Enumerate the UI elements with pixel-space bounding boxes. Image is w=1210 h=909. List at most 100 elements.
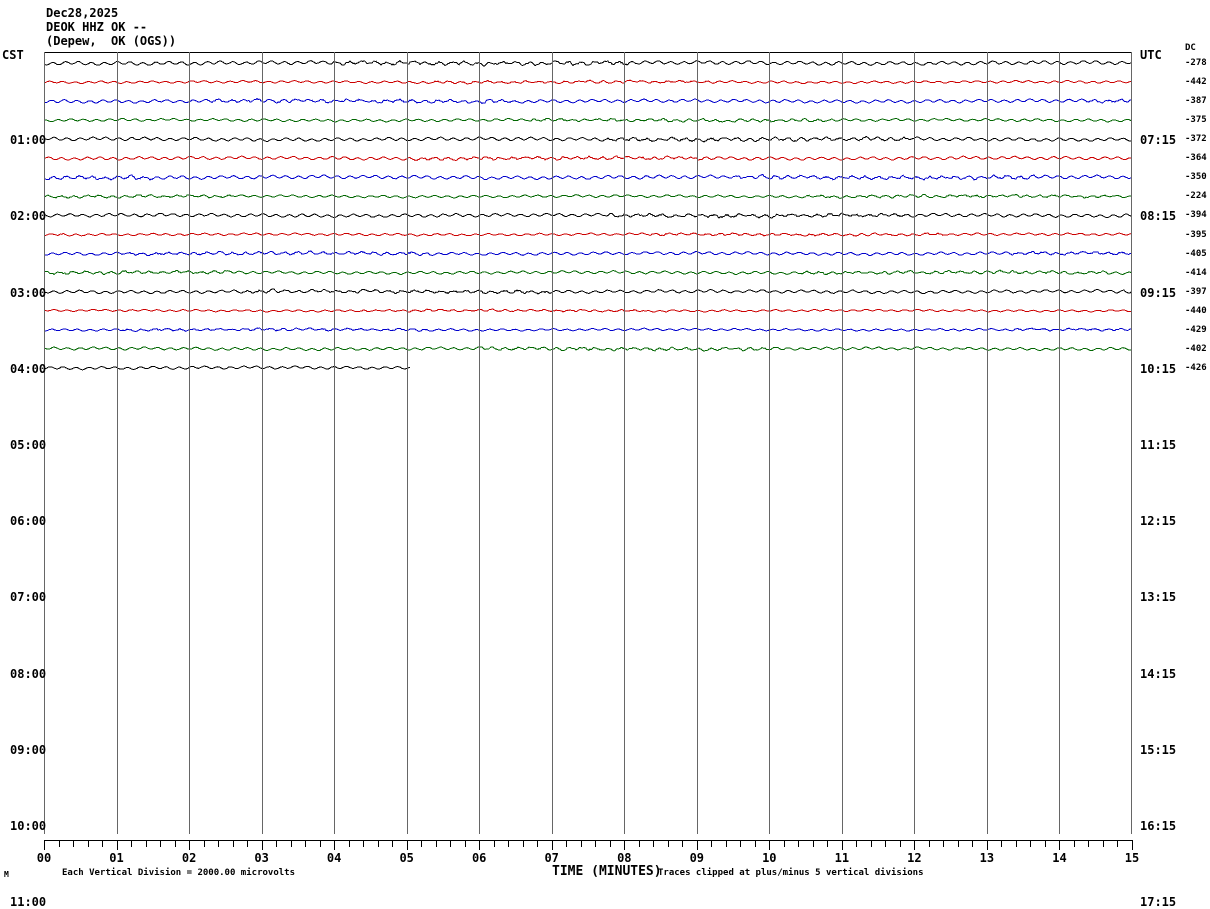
x-tick-minor bbox=[305, 841, 306, 847]
dc-value-8: -394 bbox=[1185, 210, 1207, 221]
x-tick-minor bbox=[1117, 841, 1118, 847]
grid-line-minute-4 bbox=[334, 52, 335, 834]
trace-9 bbox=[44, 232, 1132, 237]
x-axis-label-05: 05 bbox=[399, 851, 414, 865]
right-axis-label-utc: UTC bbox=[1140, 48, 1162, 62]
trace-15 bbox=[44, 346, 1132, 352]
cst-time-label-0600: 06:00 bbox=[10, 514, 47, 529]
left-axis-label-cst: CST bbox=[2, 48, 24, 62]
x-tick-minor bbox=[291, 841, 292, 847]
x-axis-label-01: 01 bbox=[109, 851, 124, 865]
x-tick-minor bbox=[1045, 841, 1046, 847]
cst-time-label-1000: 10:00 bbox=[10, 819, 47, 833]
utc-time-label-1415: 14:15 bbox=[1140, 666, 1177, 681]
x-tick-minor bbox=[1030, 841, 1031, 847]
grid-line-minute-8 bbox=[624, 52, 625, 834]
x-tick-minor bbox=[146, 841, 147, 847]
utc-time-label-1015: 10:15 bbox=[1140, 361, 1177, 376]
trace-16 bbox=[44, 365, 411, 371]
header-station: DEOK HHZ OK -- bbox=[46, 20, 148, 34]
cst-time-label-0700: 07:00 bbox=[10, 590, 47, 605]
x-tick-major-12 bbox=[914, 841, 915, 850]
x-tick-minor bbox=[1016, 841, 1017, 847]
x-tick-minor bbox=[885, 841, 886, 847]
trace-3 bbox=[44, 117, 1132, 123]
x-tick-major-2 bbox=[189, 841, 190, 850]
x-tick-minor bbox=[537, 841, 538, 847]
x-tick-major-8 bbox=[624, 841, 625, 850]
dc-value-1: -442 bbox=[1185, 77, 1207, 87]
x-tick-minor bbox=[436, 841, 437, 847]
grid-line-minute-7 bbox=[552, 52, 553, 834]
x-tick-minor bbox=[581, 841, 582, 847]
trace-8 bbox=[44, 212, 1132, 219]
x-axis-label-14: 14 bbox=[1052, 851, 1067, 865]
x-tick-minor bbox=[1001, 841, 1002, 847]
x-tick-minor bbox=[88, 841, 89, 847]
x-axis-label-10: 10 bbox=[762, 851, 777, 865]
cst-time-label-0800: 08:00 bbox=[10, 666, 47, 681]
x-tick-minor bbox=[1074, 841, 1075, 847]
x-tick-minor bbox=[711, 841, 712, 847]
cst-time-label-0300: 03:00 bbox=[10, 285, 47, 300]
x-tick-major-4 bbox=[334, 841, 335, 850]
x-tick-minor bbox=[784, 841, 785, 847]
x-tick-minor bbox=[610, 841, 611, 847]
x-tick-major-1 bbox=[117, 841, 118, 850]
x-axis-label-09: 09 bbox=[689, 851, 705, 865]
x-tick-major-15 bbox=[1132, 841, 1133, 850]
cst-time-label-0400: 04:00 bbox=[10, 361, 47, 376]
x-axis-label-12: 12 bbox=[907, 851, 922, 865]
grid-line-minute-3 bbox=[262, 52, 263, 834]
x-tick-minor bbox=[320, 841, 321, 847]
cst-time-label-0900: 09:00 bbox=[10, 742, 47, 757]
x-tick-minor bbox=[653, 841, 654, 847]
plot-right-border bbox=[1131, 52, 1132, 834]
grid-line-minute-10 bbox=[769, 52, 770, 834]
utc-time-label-0815: 08:15 bbox=[1140, 209, 1177, 224]
trace-1 bbox=[44, 79, 1132, 85]
trace-12 bbox=[44, 288, 1132, 295]
plot-top-border bbox=[44, 52, 1132, 53]
seismogram-plot bbox=[44, 52, 1132, 834]
x-tick-major-14 bbox=[1059, 841, 1060, 850]
cst-time-label-0500: 05:00 bbox=[10, 438, 47, 452]
x-tick-major-11 bbox=[842, 841, 843, 850]
trace-11 bbox=[44, 269, 1132, 276]
trace-6 bbox=[44, 174, 1132, 181]
grid-line-minute-11 bbox=[842, 52, 843, 834]
dc-value-15: -402 bbox=[1185, 343, 1207, 354]
x-axis-label-15: 15 bbox=[1124, 851, 1140, 865]
x-tick-major-10 bbox=[769, 841, 770, 850]
x-tick-minor bbox=[450, 841, 451, 847]
x-tick-major-7 bbox=[552, 841, 553, 850]
x-tick-minor bbox=[392, 841, 393, 847]
trace-13 bbox=[44, 308, 1132, 313]
utc-time-label-0915: 09:15 bbox=[1140, 285, 1177, 300]
x-axis-label-03: 03 bbox=[254, 851, 269, 865]
x-tick-minor bbox=[871, 841, 872, 847]
corner-mark: M bbox=[4, 870, 9, 879]
grid-line-minute-12 bbox=[914, 52, 915, 834]
x-tick-minor bbox=[59, 841, 60, 847]
dc-value-0: -278 bbox=[1185, 58, 1207, 68]
x-tick-minor bbox=[421, 841, 422, 847]
trace-7 bbox=[44, 193, 1132, 199]
x-tick-major-5 bbox=[407, 841, 408, 850]
x-tick-minor bbox=[233, 841, 234, 847]
x-tick-minor bbox=[349, 841, 350, 847]
cst-time-label-1100: 11:00 bbox=[10, 895, 47, 909]
grid-line-minute-9 bbox=[697, 52, 698, 834]
x-tick-minor bbox=[363, 841, 364, 847]
dc-value-5: -364 bbox=[1185, 153, 1207, 164]
x-tick-minor bbox=[508, 841, 509, 847]
dc-value-16: -426 bbox=[1185, 362, 1207, 373]
header-date: Dec28,2025 bbox=[46, 6, 119, 20]
trace-5 bbox=[44, 155, 1132, 162]
trace-lines bbox=[44, 59, 1132, 371]
x-tick-minor bbox=[726, 841, 727, 847]
trace-14 bbox=[44, 327, 1132, 332]
x-tick-minor bbox=[73, 841, 74, 847]
x-axis-label-13: 13 bbox=[979, 851, 995, 865]
x-tick-minor bbox=[827, 841, 828, 847]
